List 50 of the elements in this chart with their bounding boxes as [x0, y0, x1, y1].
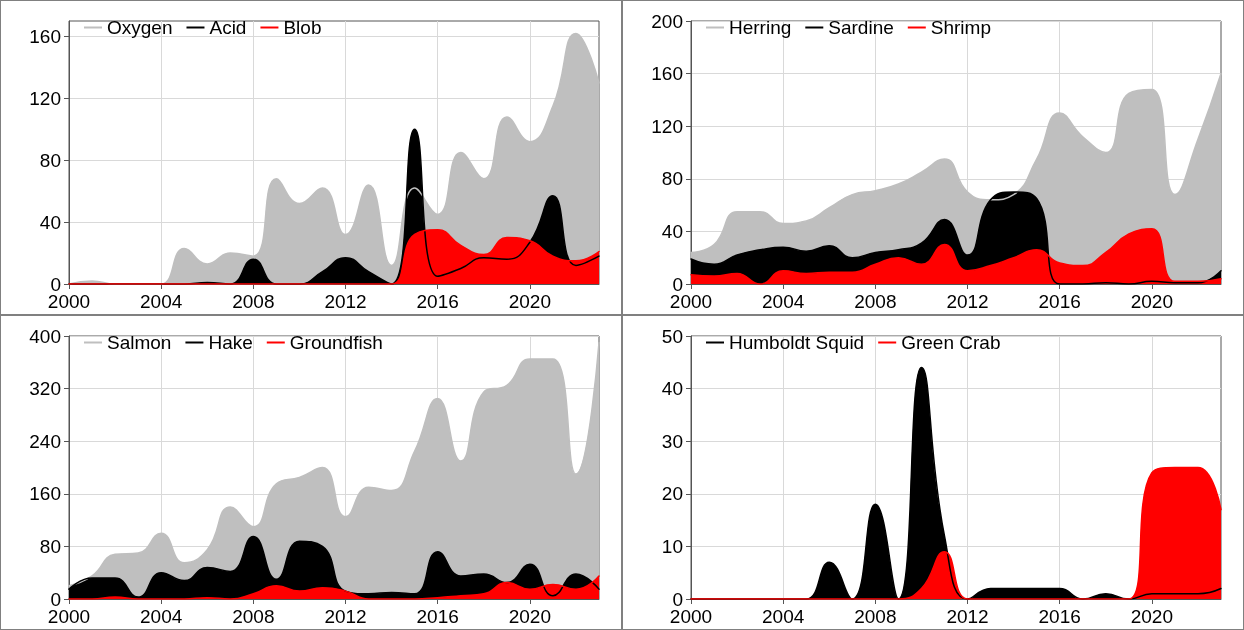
- y-tick-label: 160: [29, 483, 61, 505]
- x-tick-label: 2012: [946, 606, 989, 627]
- x-tick-label: 2004: [762, 606, 805, 627]
- y-tick-label: 20: [661, 483, 683, 505]
- legend-label: Herring: [729, 17, 792, 38]
- x-tick-label: 2020: [1130, 606, 1174, 627]
- legend-label: Salmon: [107, 332, 172, 353]
- y-tick-label: 80: [39, 535, 61, 557]
- x-tick-label: 2020: [508, 606, 552, 627]
- x-tick-label: 2016: [416, 291, 459, 312]
- legend-label: Green Crab: [901, 332, 1001, 353]
- x-tick-label: 2004: [762, 291, 805, 312]
- legend-label: Blob: [283, 17, 322, 38]
- y-tick-label: 320: [29, 378, 61, 400]
- y-tick-label: 400: [29, 325, 61, 347]
- legend-label: Humboldt Squid: [729, 332, 865, 353]
- legend-label: Shrimp: [930, 17, 991, 38]
- y-tick-label: 30: [661, 430, 683, 452]
- x-tick-label: 2016: [1038, 606, 1081, 627]
- legend-label: Groundfish: [289, 332, 383, 353]
- y-tick-label: 120: [651, 115, 683, 137]
- legend-label: Oxygen: [107, 17, 173, 38]
- x-tick-label: 2004: [140, 291, 183, 312]
- y-tick-label: 40: [661, 220, 683, 242]
- x-tick-label: 2008: [854, 291, 897, 312]
- legend-label: Acid: [209, 17, 247, 38]
- x-tick-label: 2008: [232, 291, 275, 312]
- y-tick-label: 160: [651, 63, 683, 85]
- y-tick-label: 40: [661, 378, 683, 400]
- x-tick-label: 2012: [946, 291, 989, 312]
- y-tick-label: 120: [29, 87, 61, 109]
- y-tick-label: 80: [39, 149, 61, 171]
- y-tick-label: 10: [661, 535, 683, 557]
- legend-label: Sardine: [828, 17, 894, 38]
- x-tick-label: 2012: [324, 291, 367, 312]
- y-tick-label: 240: [29, 430, 61, 452]
- y-tick-label: 50: [661, 325, 683, 347]
- legend-label: Hake: [208, 332, 253, 353]
- y-tick-label: 40: [39, 211, 61, 233]
- x-tick-label: 2020: [508, 291, 552, 312]
- x-tick-label: 2008: [854, 606, 897, 627]
- x-tick-label: 2012: [324, 606, 367, 627]
- x-tick-label: 2008: [232, 606, 275, 627]
- y-tick-label: 200: [651, 10, 683, 32]
- x-tick-label: 2016: [416, 606, 459, 627]
- x-tick-label: 2004: [140, 606, 183, 627]
- y-tick-label: 160: [29, 25, 61, 47]
- x-tick-label: 2020: [1130, 291, 1174, 312]
- y-tick-label: 80: [661, 168, 683, 190]
- x-tick-label: 2016: [1038, 291, 1081, 312]
